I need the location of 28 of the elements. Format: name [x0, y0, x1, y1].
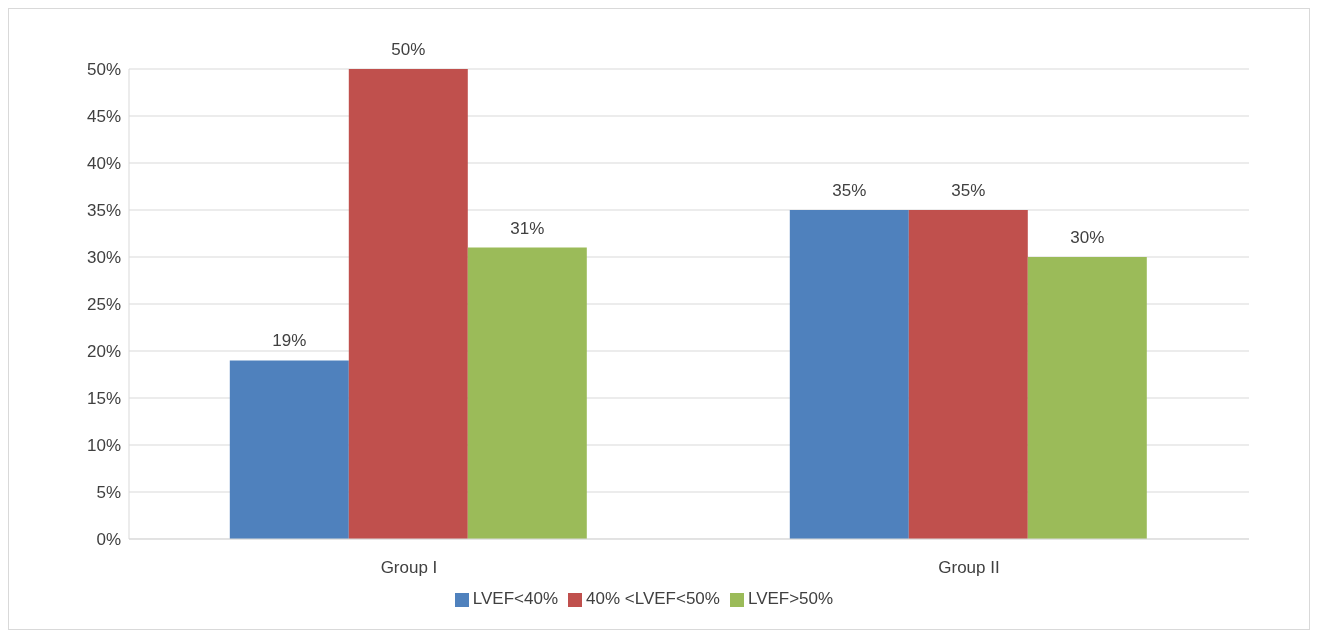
y-tick-label: 25%: [86, 295, 121, 315]
y-tick-label: 0%: [96, 530, 121, 550]
data-label: 19%: [272, 331, 307, 351]
data-label: 50%: [391, 40, 426, 59]
y-tick-label: 50%: [86, 60, 121, 80]
bar: [229, 360, 349, 539]
bar: [348, 69, 468, 539]
legend-label: LVEF>50%: [747, 589, 834, 608]
data-label: 35%: [832, 181, 867, 200]
data-label: 35%: [951, 181, 986, 200]
y-tick-label: 40%: [86, 154, 121, 174]
x-tick-label: Group I: [380, 558, 438, 578]
y-tick-label: 30%: [86, 248, 121, 268]
data-label: 30%: [1070, 228, 1105, 247]
bar: [789, 210, 909, 539]
legend-label: LVEF<40%: [472, 589, 559, 608]
x-tick-label: Group II: [938, 558, 1000, 578]
y-tick-label: 10%: [86, 436, 121, 456]
bar: [908, 210, 1028, 539]
y-tick-label: 35%: [86, 201, 121, 221]
y-tick-label: 15%: [86, 389, 121, 409]
y-tick-label: 45%: [86, 107, 121, 127]
y-tick-label: 5%: [96, 483, 121, 503]
bar: [1027, 257, 1147, 539]
y-tick-label: 20%: [86, 342, 121, 362]
bar: [467, 247, 587, 539]
data-label: 31%: [510, 218, 545, 238]
legend-label: 40% <LVEF<50%: [586, 589, 720, 608]
